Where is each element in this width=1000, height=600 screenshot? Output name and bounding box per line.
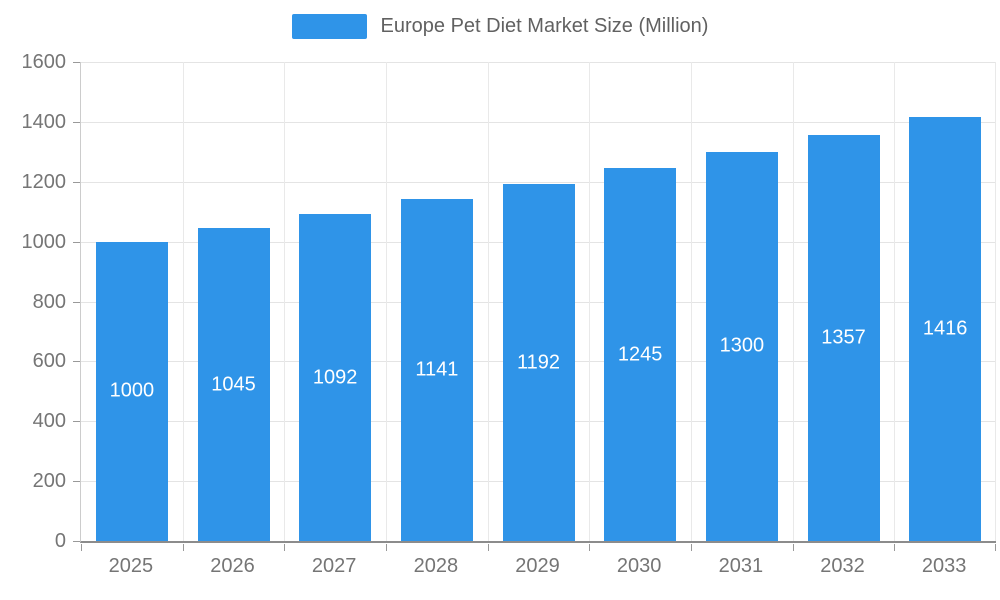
x-gridline bbox=[182, 62, 184, 541]
y-axis-tick bbox=[73, 301, 80, 303]
x-axis-label: 2030 bbox=[616, 555, 662, 577]
legend-swatch bbox=[291, 14, 367, 39]
y-axis-label: 1400 bbox=[21, 110, 67, 133]
x-axis-tick bbox=[792, 544, 794, 551]
bar-value-label: 1416 bbox=[922, 317, 968, 340]
y-axis-tick bbox=[73, 121, 80, 123]
bar[interactable]: 1300 bbox=[705, 151, 778, 541]
x-gridline bbox=[487, 62, 489, 541]
bar[interactable]: 1416 bbox=[909, 117, 982, 541]
bar[interactable]: 1141 bbox=[400, 199, 473, 541]
bar-value-label: 1045 bbox=[211, 373, 256, 396]
x-axis-label: 2027 bbox=[311, 555, 357, 577]
x-axis-label: 2026 bbox=[210, 555, 255, 577]
bar-value-label: 1192 bbox=[516, 351, 560, 374]
y-axis-label: 400 bbox=[32, 410, 66, 433]
y-axis-label: 200 bbox=[32, 470, 66, 493]
y-axis-label: 0 bbox=[54, 530, 66, 552]
y-axis-label: 800 bbox=[32, 290, 66, 313]
x-axis-tick bbox=[182, 544, 184, 551]
y-axis-tick bbox=[73, 62, 80, 63]
bar[interactable]: 1245 bbox=[604, 168, 677, 541]
legend[interactable]: Europe Pet Diet Market Size (Million) bbox=[0, 14, 1000, 39]
y-axis-tick bbox=[73, 541, 80, 542]
x-gridline bbox=[894, 62, 896, 541]
x-gridline bbox=[691, 62, 692, 541]
x-axis-label: 2028 bbox=[413, 555, 459, 577]
y-gridline bbox=[81, 181, 996, 183]
bar-value-label: 1300 bbox=[719, 334, 765, 357]
x-gridline bbox=[995, 62, 996, 541]
y-axis-tick bbox=[73, 421, 80, 423]
y-axis-tick bbox=[73, 241, 80, 243]
x-axis-label: 2025 bbox=[108, 555, 154, 577]
plot-area: 1000 1045 1092 1141 1192 1245 1300 1357 1416 bbox=[73, 62, 996, 551]
x-axis-tick bbox=[81, 544, 82, 551]
y-gridline bbox=[81, 62, 996, 63]
x-axis-tick bbox=[691, 544, 692, 551]
bar-value-label: 1000 bbox=[109, 379, 155, 402]
x-gridline bbox=[284, 62, 286, 541]
bar[interactable]: 1192 bbox=[502, 184, 575, 541]
bar-value-label: 1357 bbox=[821, 326, 866, 349]
x-axis-tick bbox=[894, 544, 896, 551]
y-axis-label: 1000 bbox=[21, 230, 67, 253]
x-gridline bbox=[589, 62, 591, 541]
x-axis-tick bbox=[995, 544, 996, 551]
y-axis-label: 600 bbox=[32, 350, 66, 373]
x-axis-label: 2033 bbox=[921, 555, 967, 577]
x-gridline bbox=[792, 62, 794, 541]
x-axis-tick bbox=[386, 544, 387, 551]
y-axis-tick bbox=[73, 181, 80, 183]
x-axis-label: 2029 bbox=[515, 555, 560, 577]
bar[interactable]: 1092 bbox=[299, 214, 372, 541]
y-axis-label: 1200 bbox=[21, 170, 67, 193]
y-axis-tick bbox=[73, 361, 80, 363]
x-axis-label: 2032 bbox=[820, 555, 865, 577]
bar[interactable]: 1357 bbox=[807, 134, 880, 541]
bar[interactable]: 1045 bbox=[197, 228, 270, 541]
bar-value-label: 1092 bbox=[312, 366, 358, 389]
x-axis-tick bbox=[589, 544, 591, 551]
bar-value-label: 1141 bbox=[415, 358, 459, 381]
bar-value-label: 1245 bbox=[617, 343, 663, 366]
x-axis-label: 2031 bbox=[718, 555, 764, 577]
legend-label: Europe Pet Diet Market Size (Million) bbox=[380, 15, 709, 37]
x-axis-tick bbox=[487, 544, 489, 551]
bar[interactable]: 1000 bbox=[95, 241, 168, 541]
x-gridline bbox=[386, 62, 387, 541]
y-gridline bbox=[81, 121, 996, 123]
y-axis-label: 1600 bbox=[21, 51, 67, 73]
y-axis-tick bbox=[73, 481, 80, 483]
x-axis-tick bbox=[284, 544, 286, 551]
